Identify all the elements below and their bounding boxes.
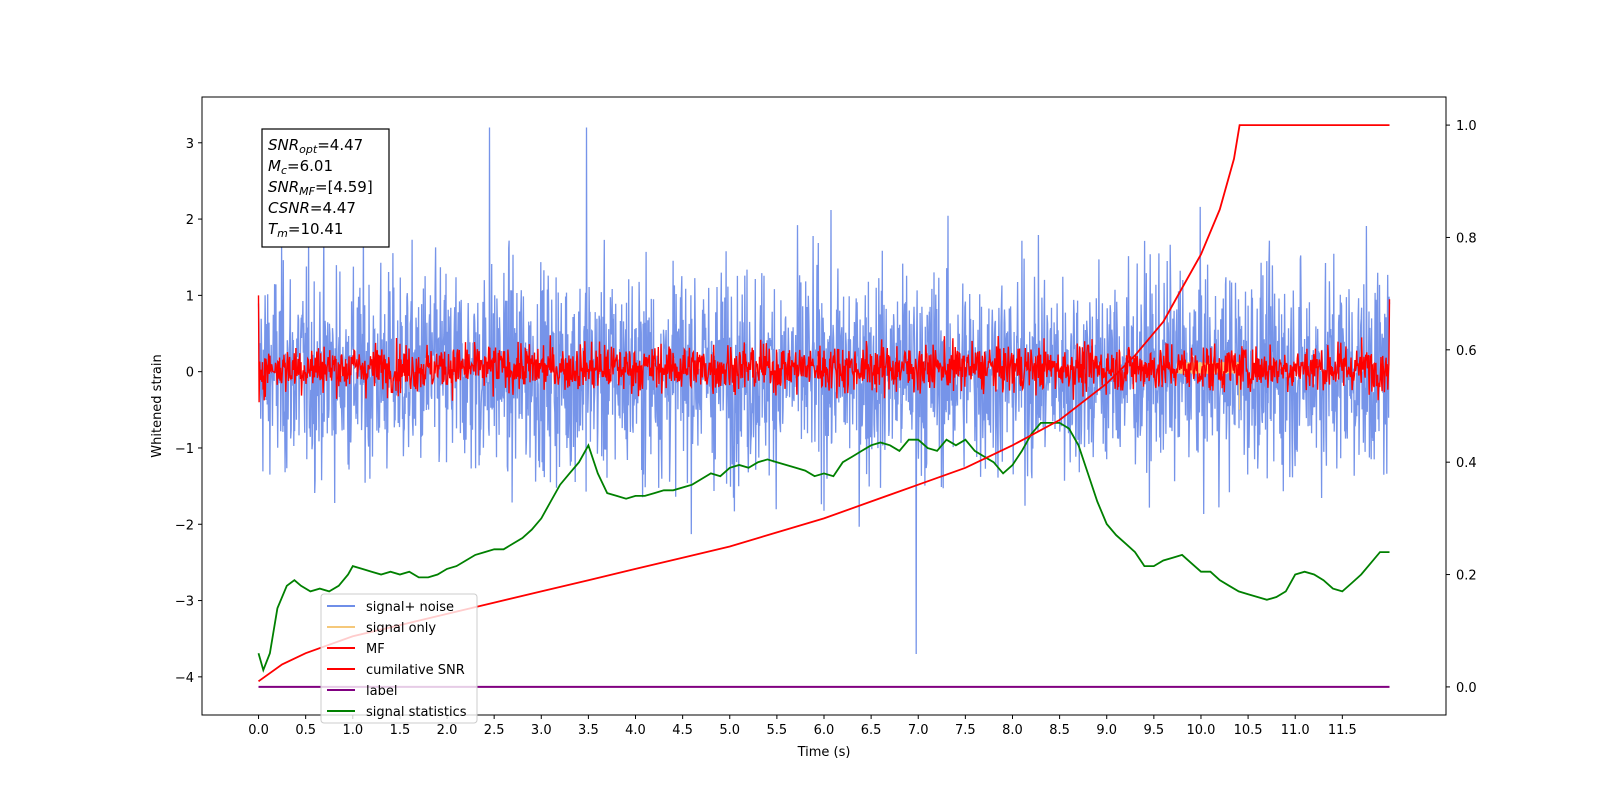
x-tick-label: 1.5: [390, 723, 411, 738]
y-tick-label: 3: [186, 137, 194, 152]
y2-tick-label: 0.6: [1456, 344, 1477, 359]
legend-label: MF: [366, 642, 385, 657]
legend-entries: signal+ noise signal only MF cumilative SNR…: [327, 600, 467, 720]
annotation-line: Mc=6.01: [268, 157, 333, 177]
x-tick-label: 3.0: [531, 723, 552, 738]
annotation-frame: [261, 128, 390, 248]
y-axis-title: Whitened strain: [150, 354, 165, 457]
x-tick-label: 10.5: [1234, 723, 1263, 738]
y-tick-label: 2: [186, 213, 194, 228]
legend: signal+ noise signal only MF cumilative SNR…: [320, 593, 478, 724]
x-tick-label: 5.5: [767, 723, 788, 738]
x-tick-label: 10.0: [1186, 723, 1215, 738]
x-tick-label: 6.0: [814, 723, 835, 738]
annotation-line: SNRopt=4.47: [268, 136, 363, 156]
y-tick-label: 1: [186, 289, 194, 304]
y2-tick-label: 1.0: [1456, 119, 1477, 134]
x-tick-label: 9.0: [1096, 723, 1117, 738]
x-tick-label: 2.0: [437, 723, 458, 738]
legend-label: label: [366, 684, 397, 699]
x-tick-label: 8.0: [1002, 723, 1023, 738]
x-axis-title: Time (s): [797, 745, 851, 760]
y2-tick-label: 0.8: [1456, 231, 1477, 246]
x-tick-label: 5.0: [719, 723, 740, 738]
x-tick-label: 2.5: [484, 723, 505, 738]
legend-frame: [320, 593, 478, 724]
x-tick-label: 7.0: [908, 723, 929, 738]
x-tick-label: 4.5: [672, 723, 693, 738]
annotation-line: CSNR=4.47: [268, 199, 356, 217]
legend-label: cumilative SNR: [366, 663, 465, 678]
legend-label: signal only: [366, 621, 436, 636]
y2-tick-label: 0.2: [1456, 569, 1477, 584]
y-tick-label: −4: [175, 671, 194, 686]
x-tick-label: 11.5: [1328, 723, 1357, 738]
annotation-line: SNRMF=[4.59]: [268, 178, 373, 198]
x-tick-label: 0.0: [248, 723, 269, 738]
annotation-line: Tm=10.41: [268, 220, 343, 240]
y-tick-label: −2: [175, 518, 194, 533]
y-tick-label: 0: [186, 366, 194, 381]
x-tick-label: 0.5: [295, 723, 316, 738]
y-tick-label: −1: [175, 442, 194, 457]
x-tick-label: 4.0: [625, 723, 646, 738]
x-tick-label: 1.0: [342, 723, 363, 738]
y-tick-label: −3: [175, 595, 194, 610]
x-tick-label: 3.5: [578, 723, 599, 738]
x-tick-label: 9.5: [1144, 723, 1165, 738]
legend-label: signal+ noise: [366, 600, 454, 615]
x-tick-label: 6.5: [861, 723, 882, 738]
series-mf-line: [257, 295, 1391, 403]
y2-tick-label: 0.0: [1456, 681, 1477, 696]
x-tick-label: 7.5: [955, 723, 976, 738]
x-tick-label: 11.0: [1281, 723, 1310, 738]
x-tick-label: 8.5: [1049, 723, 1070, 738]
legend-label: signal statistics: [366, 705, 467, 720]
y2-tick-label: 0.4: [1456, 456, 1477, 471]
axes-layer: 0.0 0.5 1.0 1.5 2.0 2.5 3.0 3.5 4.0 4.5 5.0 5.5 6.0 6…: [175, 119, 1477, 738]
series-signal-statistics-line: [257, 422, 1390, 673]
